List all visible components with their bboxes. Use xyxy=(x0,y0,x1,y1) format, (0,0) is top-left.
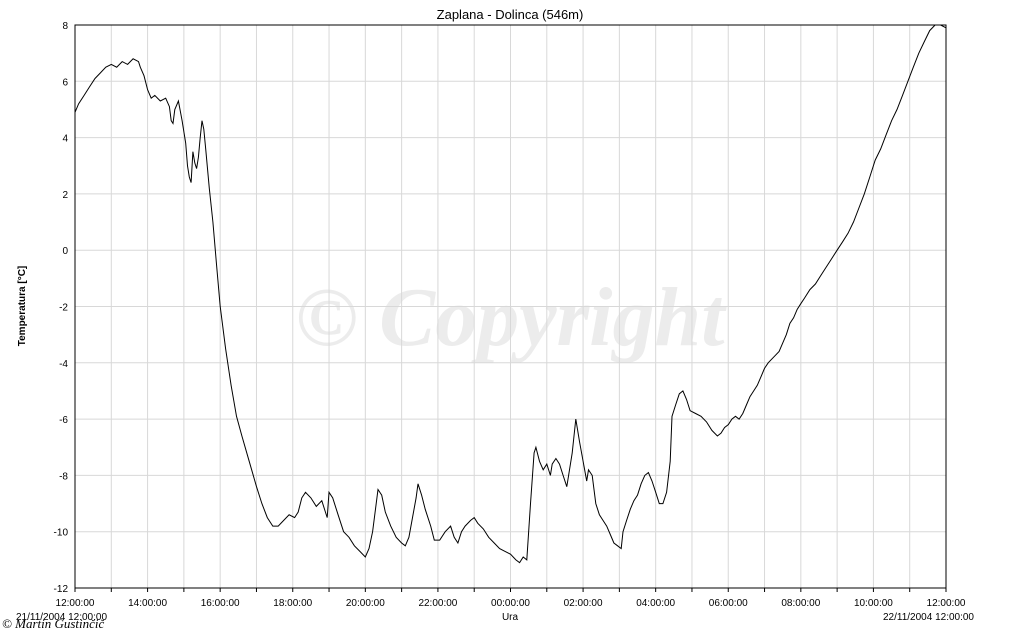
x-tick-label: 00:00:00 xyxy=(491,598,530,609)
y-axis-label: Temperatura [°C] xyxy=(17,266,28,347)
y-tick-label: 0 xyxy=(62,246,68,257)
x-tick-label: 04:00:00 xyxy=(636,598,675,609)
y-axis: 8 6 4 2 0 -2 -4 -6 -8 -10 -12 xyxy=(54,21,69,595)
x-tick-label: 02:00:00 xyxy=(564,598,603,609)
start-date-label: 21/11/2004 12:00:00 xyxy=(16,612,107,623)
y-tick-label: 6 xyxy=(62,77,68,88)
author-credit: © Martin Gustinčič xyxy=(2,616,106,631)
chart-title: Zaplana - Dolinca (546m) xyxy=(437,7,584,22)
end-date-label: 22/11/2004 12:00:00 xyxy=(883,612,974,623)
grid xyxy=(75,25,946,588)
y-tick-label: 2 xyxy=(62,190,68,201)
y-tick-label: -4 xyxy=(59,359,68,370)
watermark: © Copyright xyxy=(295,271,727,364)
x-tick-label: 14:00:00 xyxy=(128,598,167,609)
y-tick-label: -12 xyxy=(54,584,69,595)
y-tick-label: -10 xyxy=(54,528,69,539)
x-tick-label: 20:00:00 xyxy=(346,598,385,609)
x-axis: 12:00:00 14:00:00 16:00:00 18:00:00 20:00:00… xyxy=(56,588,966,609)
x-tick-label: 18:00:00 xyxy=(273,598,312,609)
x-axis-label: Ura xyxy=(502,612,519,623)
x-tick-label: 22:00:00 xyxy=(418,598,457,609)
y-tick-label: -2 xyxy=(59,303,68,314)
x-tick-label: 12:00:00 xyxy=(56,598,95,609)
x-tick-label: 08:00:00 xyxy=(781,598,820,609)
x-tick-label: 12:00:00 xyxy=(927,598,966,609)
x-tick-label: 10:00:00 xyxy=(854,598,893,609)
series-line-temperature xyxy=(74,24,947,564)
y-tick-label: -8 xyxy=(59,471,68,482)
y-tick-label: 8 xyxy=(62,21,68,32)
y-tick-label: -6 xyxy=(59,415,68,426)
x-tick-label: 06:00:00 xyxy=(709,598,748,609)
y-tick-label: 4 xyxy=(62,134,68,145)
x-tick-label: 16:00:00 xyxy=(201,598,240,609)
